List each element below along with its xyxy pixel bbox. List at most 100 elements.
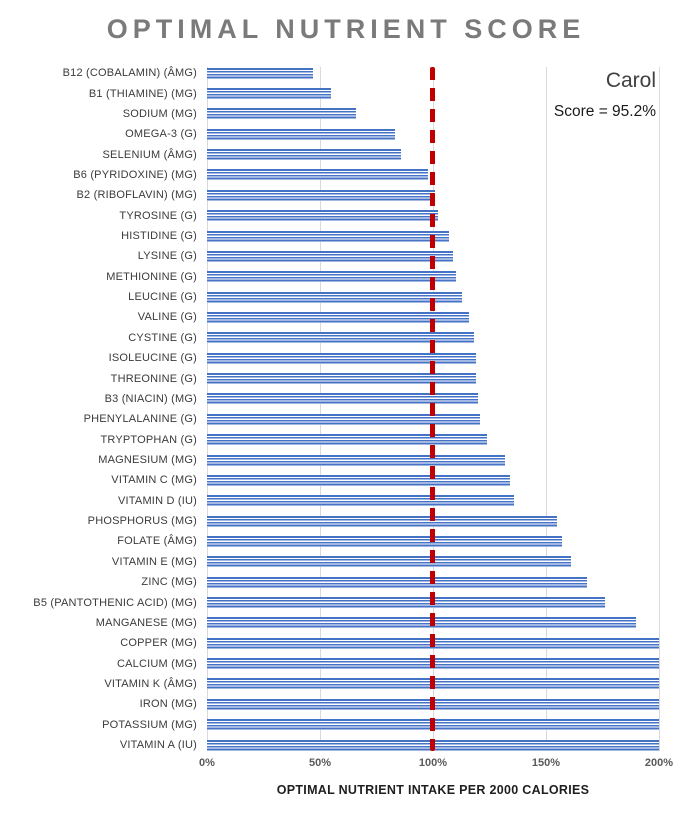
- bar-track: [207, 250, 659, 262]
- category-label: FOLATE (ÂMG): [117, 535, 197, 548]
- bar-track: [207, 149, 659, 161]
- bar: [207, 373, 476, 385]
- bar-track: [207, 617, 659, 629]
- bar: [207, 149, 402, 161]
- x-tick-label: 150%: [531, 757, 561, 769]
- legend-score-value: Score = 95.2%: [553, 103, 656, 120]
- bar-row: PHOSPHORUS (MG): [0, 511, 692, 531]
- bar: [207, 597, 605, 609]
- bar-row: B6 (PYRIDOXINE) (MG): [0, 165, 692, 185]
- x-tick-label: 100%: [418, 757, 448, 769]
- bar: [207, 434, 488, 446]
- x-tick-label: 200%: [644, 757, 674, 769]
- category-label: VITAMIN D (IU): [118, 494, 197, 507]
- bar-track: [207, 108, 659, 120]
- bar-chart: B12 (COBALAMIN) (ÂMG) B1 (THIAMINE) (MG) S…: [0, 63, 692, 755]
- category-label: HISTIDINE (G): [121, 230, 197, 243]
- bar-track: [207, 576, 659, 588]
- bar: [207, 291, 463, 303]
- bar: [207, 128, 395, 140]
- bar: [207, 88, 332, 100]
- bar: [207, 454, 506, 466]
- gridline: [207, 67, 208, 751]
- category-label: LYSINE (G): [137, 250, 197, 263]
- bar-row: VITAMIN K (ÂMG): [0, 674, 692, 694]
- category-label: IRON (MG): [139, 698, 197, 711]
- bar: [207, 230, 449, 242]
- category-label: LEUCINE (G): [128, 291, 197, 304]
- category-label: VITAMIN E (MG): [111, 555, 197, 568]
- category-label: METHIONINE (G): [106, 270, 197, 283]
- bar: [207, 210, 438, 222]
- bar-row: HISTIDINE (G): [0, 226, 692, 246]
- x-axis: 0% 50% 100% 150% 200%: [199, 757, 673, 775]
- bar-row: SODIUM (MG): [0, 104, 692, 124]
- bar: [207, 189, 436, 201]
- category-label: B1 (THIAMINE) (MG): [88, 87, 197, 100]
- category-label: B3 (NIACIN) (MG): [104, 392, 197, 405]
- bar-row: VITAMIN E (MG): [0, 552, 692, 572]
- x-tick-label: 0%: [199, 757, 215, 769]
- bar: [207, 719, 659, 731]
- category-label: CYSTINE (G): [128, 331, 197, 344]
- bar-row: ISOLEUCINE (G): [0, 348, 692, 368]
- gridline: [546, 67, 547, 751]
- bar-track: [207, 556, 659, 568]
- bar-row: PHENYLALANINE (G): [0, 409, 692, 429]
- bar-track: [207, 271, 659, 283]
- category-label: ZINC (MG): [141, 576, 197, 589]
- bar-row: TRYPTOPHAN (G): [0, 429, 692, 449]
- bar-row: VITAMIN D (IU): [0, 491, 692, 511]
- bar: [207, 576, 587, 588]
- bar: [207, 393, 479, 405]
- bar-row: B1 (THIAMINE) (MG): [0, 83, 692, 103]
- bar-track: [207, 189, 659, 201]
- bar-track: [207, 454, 659, 466]
- bar-row: B2 (RIBOFLAVIN) (MG): [0, 185, 692, 205]
- chart-title: OPTIMAL NUTRIENT SCORE: [106, 14, 586, 44]
- x-tick-label: 50%: [308, 757, 332, 769]
- bar: [207, 658, 659, 670]
- category-label: PHOSPHORUS (MG): [87, 515, 197, 528]
- bar: [207, 698, 659, 710]
- category-label: B2 (RIBOFLAVIN) (MG): [76, 189, 197, 202]
- bar-track: [207, 739, 659, 751]
- bar: [207, 271, 456, 283]
- bar-row: MANGANESE (MG): [0, 613, 692, 633]
- category-label: COPPER (MG): [120, 637, 197, 650]
- category-label: VALINE (G): [137, 311, 197, 324]
- bar-track: [207, 352, 659, 364]
- bar-row: SELENIUM (ÂMG): [0, 144, 692, 164]
- bar-row: METHIONINE (G): [0, 267, 692, 287]
- bar: [207, 678, 659, 690]
- category-label: ISOLEUCINE (G): [108, 352, 197, 365]
- bar-track: [207, 535, 659, 547]
- bar: [207, 515, 558, 527]
- bar: [207, 108, 357, 120]
- bar: [207, 739, 659, 751]
- category-label: B5 (PANTOTHENIC ACID) (MG): [33, 596, 197, 609]
- bar-row: POTASSIUM (MG): [0, 715, 692, 735]
- bar-track: [207, 291, 659, 303]
- category-label: VITAMIN A (IU): [119, 739, 197, 752]
- bar: [207, 332, 474, 344]
- category-label: MANGANESE (MG): [95, 616, 197, 629]
- bar: [207, 474, 510, 486]
- bar-row: B12 (COBALAMIN) (ÂMG): [0, 63, 692, 83]
- category-label: PHENYLALANINE (G): [83, 413, 197, 426]
- bar-track: [207, 373, 659, 385]
- category-label: B12 (COBALAMIN) (ÂMG): [62, 67, 197, 80]
- bar-track: [207, 169, 659, 181]
- bar-row: VITAMIN A (IU): [0, 735, 692, 755]
- category-label: CALCIUM (MG): [116, 657, 197, 670]
- bar-track: [207, 332, 659, 344]
- bar: [207, 352, 476, 364]
- bar-track: [207, 698, 659, 710]
- bar-row: VALINE (G): [0, 307, 692, 327]
- category-label: THREONINE (G): [110, 372, 197, 385]
- bar-track: [207, 434, 659, 446]
- category-label: OMEGA-3 (G): [125, 128, 197, 141]
- category-label: TRYPTOPHAN (G): [100, 433, 197, 446]
- bar-row: CALCIUM (MG): [0, 653, 692, 673]
- bar-track: [207, 393, 659, 405]
